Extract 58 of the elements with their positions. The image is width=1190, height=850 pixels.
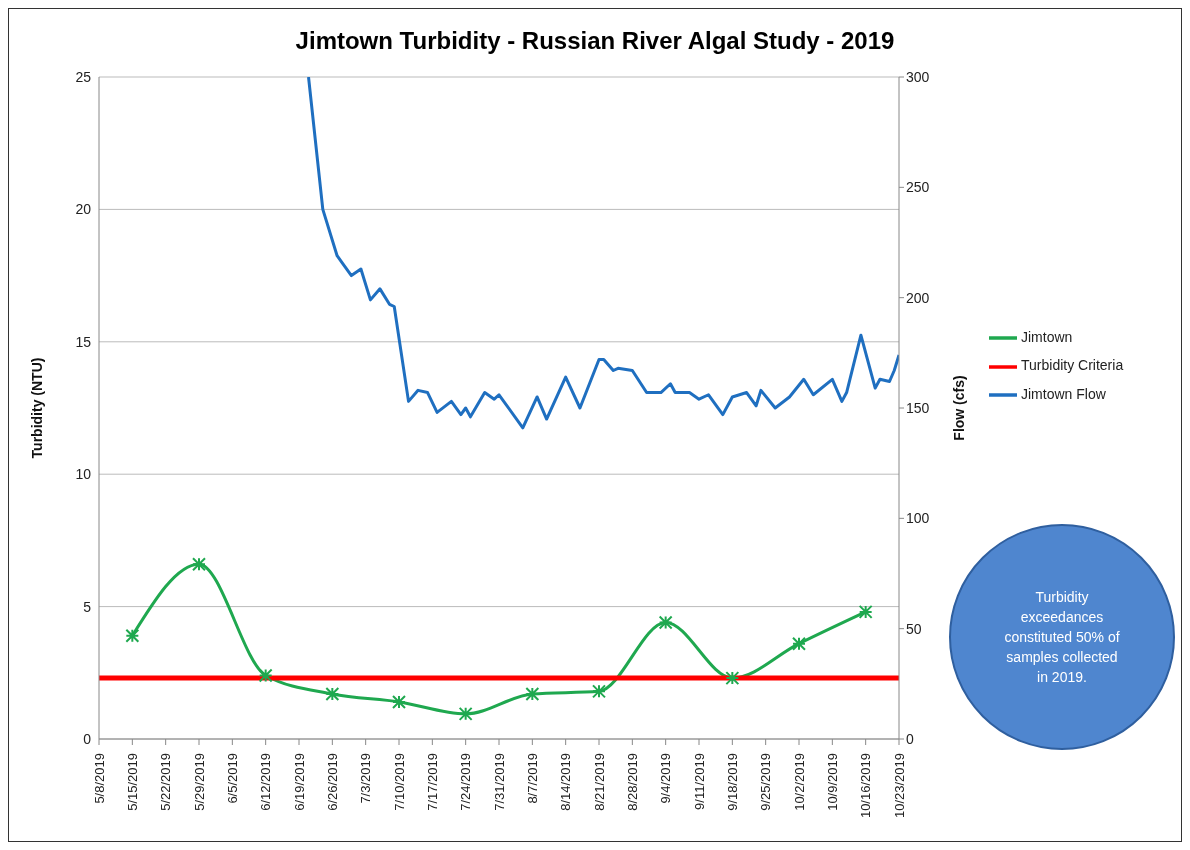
x-tick-label: 8/21/2019 (591, 753, 607, 811)
point (525, 686, 540, 701)
x-tick-label: 8/7/2019 (524, 753, 540, 804)
x-tick-label: 8/28/2019 (624, 753, 640, 811)
point (458, 706, 473, 721)
y2-tick-label: 150 (906, 399, 930, 416)
x-tick-label: 10/23/2019 (891, 753, 907, 819)
chart-title: Jimtown Turbidity - Russian River Algal Study - 2019 (294, 27, 896, 55)
point (125, 628, 140, 643)
x-tick-label: 7/3/2019 (358, 753, 374, 804)
point (392, 694, 406, 709)
y-tick-label: 0 (83, 730, 92, 747)
point (258, 668, 273, 683)
point (792, 636, 806, 651)
y-tick-label: 20 (75, 201, 92, 218)
x-tick-label: 6/26/2019 (324, 753, 340, 811)
x-tick-label: 9/25/2019 (758, 753, 774, 811)
x-tick-label: 9/11/2019 (691, 753, 707, 810)
y-tick-label: 25 (75, 68, 92, 85)
y2-tick-label: 250 (906, 179, 930, 196)
x-tick-label: 6/12/2019 (258, 753, 274, 811)
y2-tick-label: 300 (906, 68, 930, 85)
x-tick-label: 10/16/2019 (858, 753, 874, 819)
point (192, 557, 206, 572)
circle-shape: Turbidity exceedances constituted 50% of samples collected in 2019. (949, 524, 1175, 750)
point (325, 686, 340, 701)
legend-label: Turbidity Criteria (1021, 357, 1124, 374)
legend-label: Jimtown Flow (1021, 385, 1106, 402)
x-tick-label: 7/17/2019 (424, 753, 440, 811)
point (725, 671, 740, 686)
y2-tick-label: 100 (906, 510, 930, 527)
y2-axis-title: Flow (cfs) (950, 375, 967, 441)
line-series (307, 77, 899, 430)
x-tick-label: 5/8/2019 (91, 753, 107, 804)
x-tick-label: 5/22/2019 (158, 753, 174, 811)
x-tick-label: 7/10/2019 (391, 753, 407, 811)
x-tick-label: 5/29/2019 (191, 753, 207, 811)
y2-tick-label: 0 (906, 730, 914, 747)
x-tick-label: 10/9/2019 (824, 753, 840, 811)
y2-tick-label: 200 (906, 289, 930, 306)
y-tick-label: 10 (75, 466, 92, 483)
y-tick-label: 5 (83, 598, 92, 615)
x-tick-label: 9/4/2019 (658, 753, 674, 804)
y-tick-label: 15 (75, 333, 92, 350)
x-tick-label: 6/19/2019 (291, 753, 307, 811)
x-tick-label: 8/14/2019 (558, 753, 574, 811)
y-axis-title: Turbidity (NTU) (28, 357, 45, 459)
x-tick-label: 6/5/2019 (224, 753, 240, 804)
point (592, 684, 606, 699)
legend-label: Jimtown (1021, 329, 1073, 345)
x-tick-label: 10/2/2019 (791, 753, 807, 811)
x-tick-label: 5/15/2019 (124, 753, 140, 811)
x-tick-label: 9/18/2019 (724, 753, 740, 811)
x-tick-label: 7/24/2019 (458, 753, 474, 811)
y2-tick-label: 50 (906, 620, 922, 637)
point (658, 615, 673, 630)
point (858, 604, 873, 619)
x-tick-label: 7/31/2019 (491, 753, 507, 811)
